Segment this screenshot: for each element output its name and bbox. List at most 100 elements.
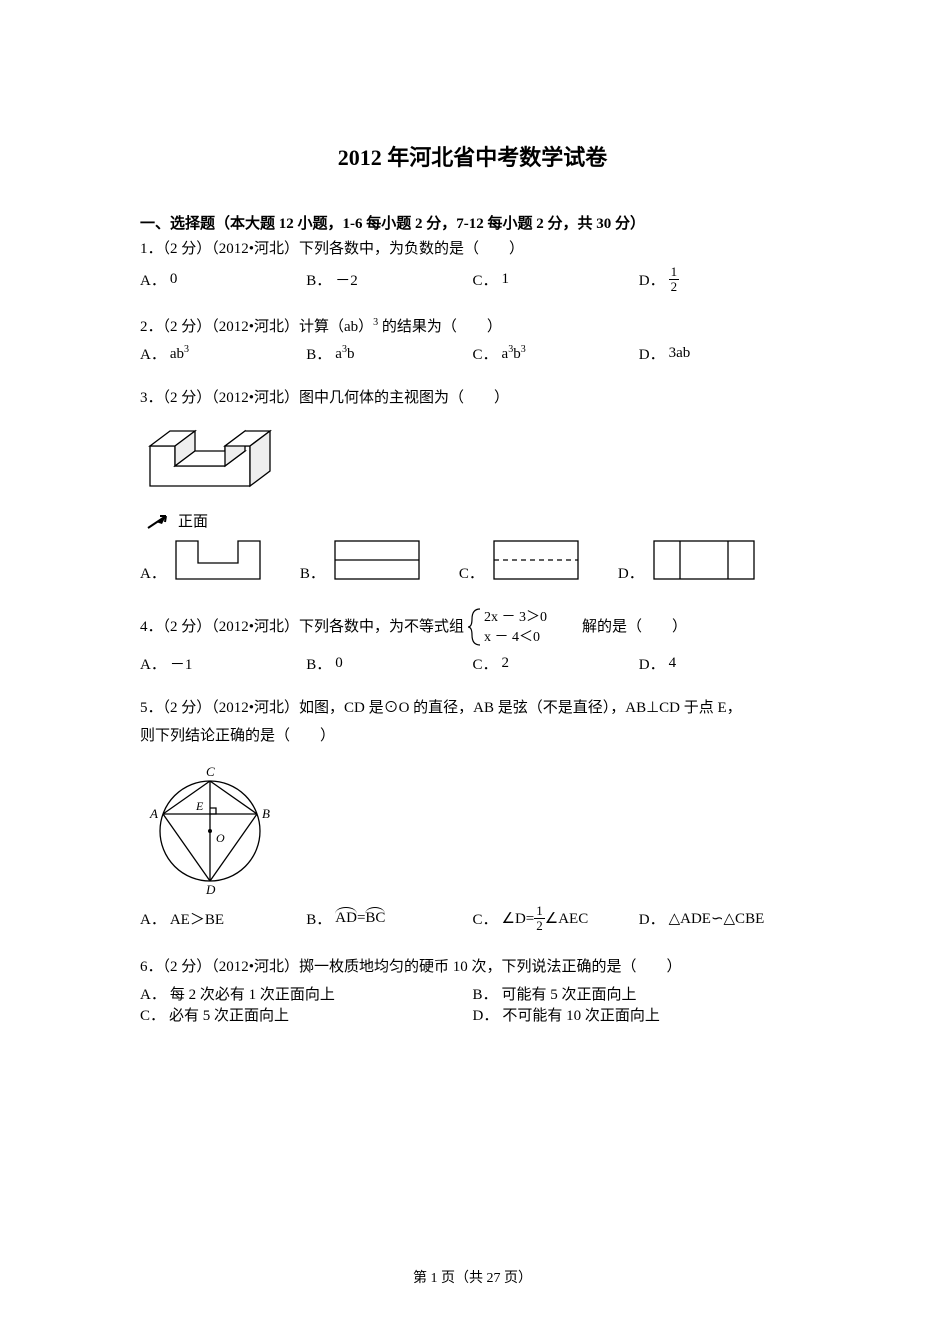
q5-option-a: A． AE＞BE (140, 904, 306, 932)
q2-suffix: 的结果为（ ） (378, 319, 502, 335)
option-label: A． (140, 653, 166, 674)
question-2-options: A． ab3 B． a3b C． a3b3 D． 3ab (140, 343, 805, 364)
question-6: 6．（2 分）（2012•河北）掷一枚质地均匀的硬币 10 次，下列说法正确的是… (140, 955, 805, 1025)
page-footer: 第 1 页（共 27 页） (0, 1267, 945, 1287)
option-label: D． (639, 653, 665, 674)
q3-option-a: A． (140, 537, 264, 583)
option-value: 必有 5 次正面向上 (169, 1004, 289, 1025)
option-value: 可能有 5 次正面向上 (502, 983, 637, 1004)
lbl-B: B (262, 806, 270, 821)
q3-optC-svg (490, 537, 582, 583)
lbl-O: O (216, 831, 225, 845)
q6-option-d: D．不可能有 10 次正面向上 (473, 1004, 806, 1025)
option-label: A． (140, 908, 166, 929)
option-label: D． (473, 1004, 499, 1025)
option-label: A． (140, 983, 166, 1004)
lbl-D: D (205, 882, 216, 896)
ineq-line1: 2x － 3＞0 (484, 610, 547, 625)
question-3-text: 3．（2 分）（2012•河北）图中几何体的主视图为（ ） (140, 386, 805, 410)
q6-option-a: A．每 2 次必有 1 次正面向上 (140, 983, 473, 1004)
option-value: a3b3 (502, 344, 526, 363)
option-label: D． (639, 908, 665, 929)
q3-optB-svg (331, 537, 423, 583)
question-2-text: 2．（2 分）（2012•河北）计算（ab）3 的结果为（ ） (140, 315, 805, 339)
option-value: 4 (669, 655, 677, 672)
q4-option-a: A．－1 (140, 653, 306, 674)
option-label: B． (306, 343, 331, 364)
option-label: B． (306, 653, 331, 674)
q3-option-c: C． (459, 537, 582, 583)
option-label: B． (306, 269, 331, 290)
q5-option-b: B． AD=BC (306, 904, 472, 932)
option-value: ∠D= 1 2 ∠AEC (502, 904, 589, 932)
option-value: 3ab (669, 345, 691, 362)
a: a (335, 346, 342, 362)
option-label: C． (473, 908, 498, 929)
front-arrow-row: 正面 (146, 510, 805, 531)
option-label: B． (300, 562, 325, 583)
q3-options-row: A． B． C． (140, 537, 805, 583)
option-label: D． (639, 343, 665, 364)
arc2: BC (365, 910, 385, 927)
c-prefix: ∠D= (502, 909, 535, 928)
arrow-icon (146, 512, 174, 530)
lbl-C: C (206, 764, 215, 779)
question-4-options: A．－1 B．0 C．2 D．4 (140, 653, 805, 674)
base: ab (170, 346, 184, 362)
q3-option-b: B． (300, 537, 423, 583)
fraction-num: 1 (669, 265, 680, 280)
q6-option-c: C．必有 5 次正面向上 (140, 1004, 473, 1025)
question-5-text-l2: 则下列结论正确的是（ ） (140, 724, 805, 748)
question-6-text: 6．（2 分）（2012•河北）掷一枚质地均匀的硬币 10 次，下列说法正确的是… (140, 955, 805, 979)
q5-option-c: C． ∠D= 1 2 ∠AEC (473, 904, 639, 932)
option-value: 0 (170, 271, 178, 288)
q2-option-a: A． ab3 (140, 343, 306, 364)
solid-svg (140, 416, 290, 516)
bexp: 3 (521, 344, 526, 355)
q1-option-c: C． 1 (473, 265, 639, 293)
option-value: AD=BC (335, 910, 385, 927)
q4-suffix: 解的是（ ） (582, 615, 687, 639)
option-value: AE＞BE (170, 908, 224, 929)
option-label: C． (473, 269, 498, 290)
circle-svg: C D A B E O (140, 756, 280, 896)
option-label: C． (473, 343, 498, 364)
question-6-options: A．每 2 次必有 1 次正面向上 B．可能有 5 次正面向上 C．必有 5 次… (140, 983, 805, 1025)
eq: = (357, 910, 365, 926)
q4-option-b: B．0 (306, 653, 472, 674)
q2-option-c: C． a3b3 (473, 343, 639, 364)
option-label: A． (140, 562, 166, 583)
front-label: 正面 (178, 510, 208, 531)
exam-page: 2012 年河北省中考数学试卷 一、选择题（本大题 12 小题，1-6 每小题 … (0, 0, 945, 1337)
option-label: A． (140, 343, 166, 364)
exp: 3 (184, 344, 189, 355)
q5-figure: C D A B E O (140, 756, 805, 896)
q3-optA-svg (172, 537, 264, 583)
q2-prefix: 2．（2 分）（2012•河北）计算（ab） (140, 319, 373, 335)
inequality-system: 2x － 3＞0 x － 4＜0 (468, 605, 578, 649)
num: 1 (534, 904, 545, 919)
q2-option-b: B． a3b (306, 343, 472, 364)
fraction-den: 2 (669, 280, 680, 294)
option-value: ab3 (170, 344, 189, 363)
option-label: C． (140, 1004, 165, 1025)
arc1: AD (335, 910, 357, 927)
q3-option-d: D． (618, 537, 758, 583)
q1-option-d: D． 1 2 (639, 265, 805, 293)
q3-optD-svg (650, 537, 758, 583)
question-3: 3．（2 分）（2012•河北）图中几何体的主视图为（ ） (140, 386, 805, 583)
option-label: C． (473, 653, 498, 674)
section-header: 一、选择题（本大题 12 小题，1-6 每小题 2 分，7-12 每小题 2 分… (140, 212, 805, 233)
fraction: 1 2 (534, 904, 545, 932)
q4-option-c: C．2 (473, 653, 639, 674)
question-5-text-l1: 5．（2 分）（2012•河北）如图，CD 是⊙O 的直径，AB 是弦（不是直径… (140, 696, 805, 720)
question-2: 2．（2 分）（2012•河北）计算（ab）3 的结果为（ ） A． ab3 B… (140, 315, 805, 364)
q6-option-b: B．可能有 5 次正面向上 (473, 983, 806, 1004)
lbl-A: A (149, 806, 158, 821)
option-label: A． (140, 269, 166, 290)
option-value: 每 2 次必有 1 次正面向上 (170, 983, 335, 1004)
question-4: 4．（2 分）（2012•河北）下列各数中，为不等式组 2x － 3＞0 x －… (140, 605, 805, 674)
question-5: 5．（2 分）（2012•河北）如图，CD 是⊙O 的直径，AB 是弦（不是直径… (140, 696, 805, 932)
option-value: 2 (502, 655, 510, 672)
option-label: C． (459, 562, 484, 583)
